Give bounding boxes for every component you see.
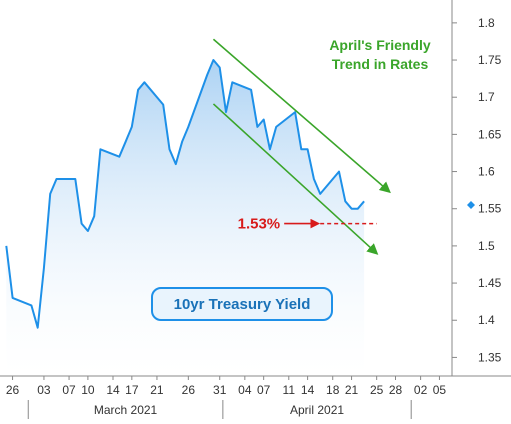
level-label: 1.53%	[238, 216, 281, 233]
trend-line-upper	[212, 38, 391, 194]
x-tick-label: 05	[433, 383, 447, 397]
month-axis: March 2021 April 2021	[27, 400, 412, 419]
x-tick-label: 11	[283, 383, 296, 397]
month-label: March 2021	[94, 403, 158, 417]
trend-title-line1: April's Friendly	[329, 37, 431, 53]
y-tick-label: 1.35	[478, 350, 502, 364]
x-tick-label: 25	[370, 383, 384, 397]
x-tick-label: 04	[238, 383, 252, 397]
y-tick-label: 1.45	[478, 276, 502, 290]
y-tick-label: 1.65	[478, 127, 502, 141]
x-tick-label: 03	[37, 383, 51, 397]
x-tick-label: 18	[326, 383, 340, 397]
x-tick-label: 21	[150, 383, 164, 397]
x-tick-label: 14	[301, 383, 315, 397]
y-tick-label: 1.55	[478, 202, 502, 216]
trend-line-lower	[212, 103, 379, 255]
trend-title-line2: Trend in Rates	[332, 56, 429, 72]
x-axis: 26 03 07 10 14 17 21 26 31 04 07 11 14 18 21 25 28 02 05	[0, 375, 511, 397]
x-tick-label: 10	[81, 383, 95, 397]
series-label-badge: 10yr Treasury Yield	[151, 287, 333, 321]
month-label: April 2021	[290, 403, 344, 417]
x-tick-label: 07	[257, 383, 271, 397]
x-tick-label: 02	[414, 383, 428, 397]
y-tick-label: 1.7	[478, 90, 495, 104]
trend-title: April's Friendly Trend in Rates	[329, 37, 431, 72]
x-tick-label: 14	[106, 383, 120, 397]
y-tick-label: 1.6	[478, 165, 495, 179]
current-value-diamond	[467, 201, 475, 210]
y-tick-label: 1.8	[478, 16, 495, 30]
yield-line	[5, 59, 365, 329]
plot-area	[5, 59, 365, 376]
series-label-box	[151, 287, 333, 321]
x-tick-label: 21	[345, 383, 359, 397]
x-tick-label: 31	[213, 383, 227, 397]
y-tick-label: 1.5	[478, 239, 495, 253]
x-tick-label: 28	[389, 383, 403, 397]
x-tick-label: 26	[6, 383, 20, 397]
yield-area-fill	[6, 60, 365, 376]
trend-channel	[212, 38, 391, 255]
y-tick-label: 1.4	[478, 313, 495, 327]
x-tick-label: 07	[62, 383, 76, 397]
y-tick-label: 1.75	[478, 53, 502, 67]
current-value-marker	[467, 201, 475, 210]
series-label-text: 10yr Treasury Yield	[174, 296, 311, 313]
y-axis: 1.8 1.75 1.7 1.65 1.6 1.55 1.5 1.45 1.4 1.35	[451, 0, 502, 376]
x-tick-label: 17	[125, 383, 139, 397]
level-annotation: 1.53%	[238, 216, 377, 233]
x-tick-label: 26	[182, 383, 196, 397]
